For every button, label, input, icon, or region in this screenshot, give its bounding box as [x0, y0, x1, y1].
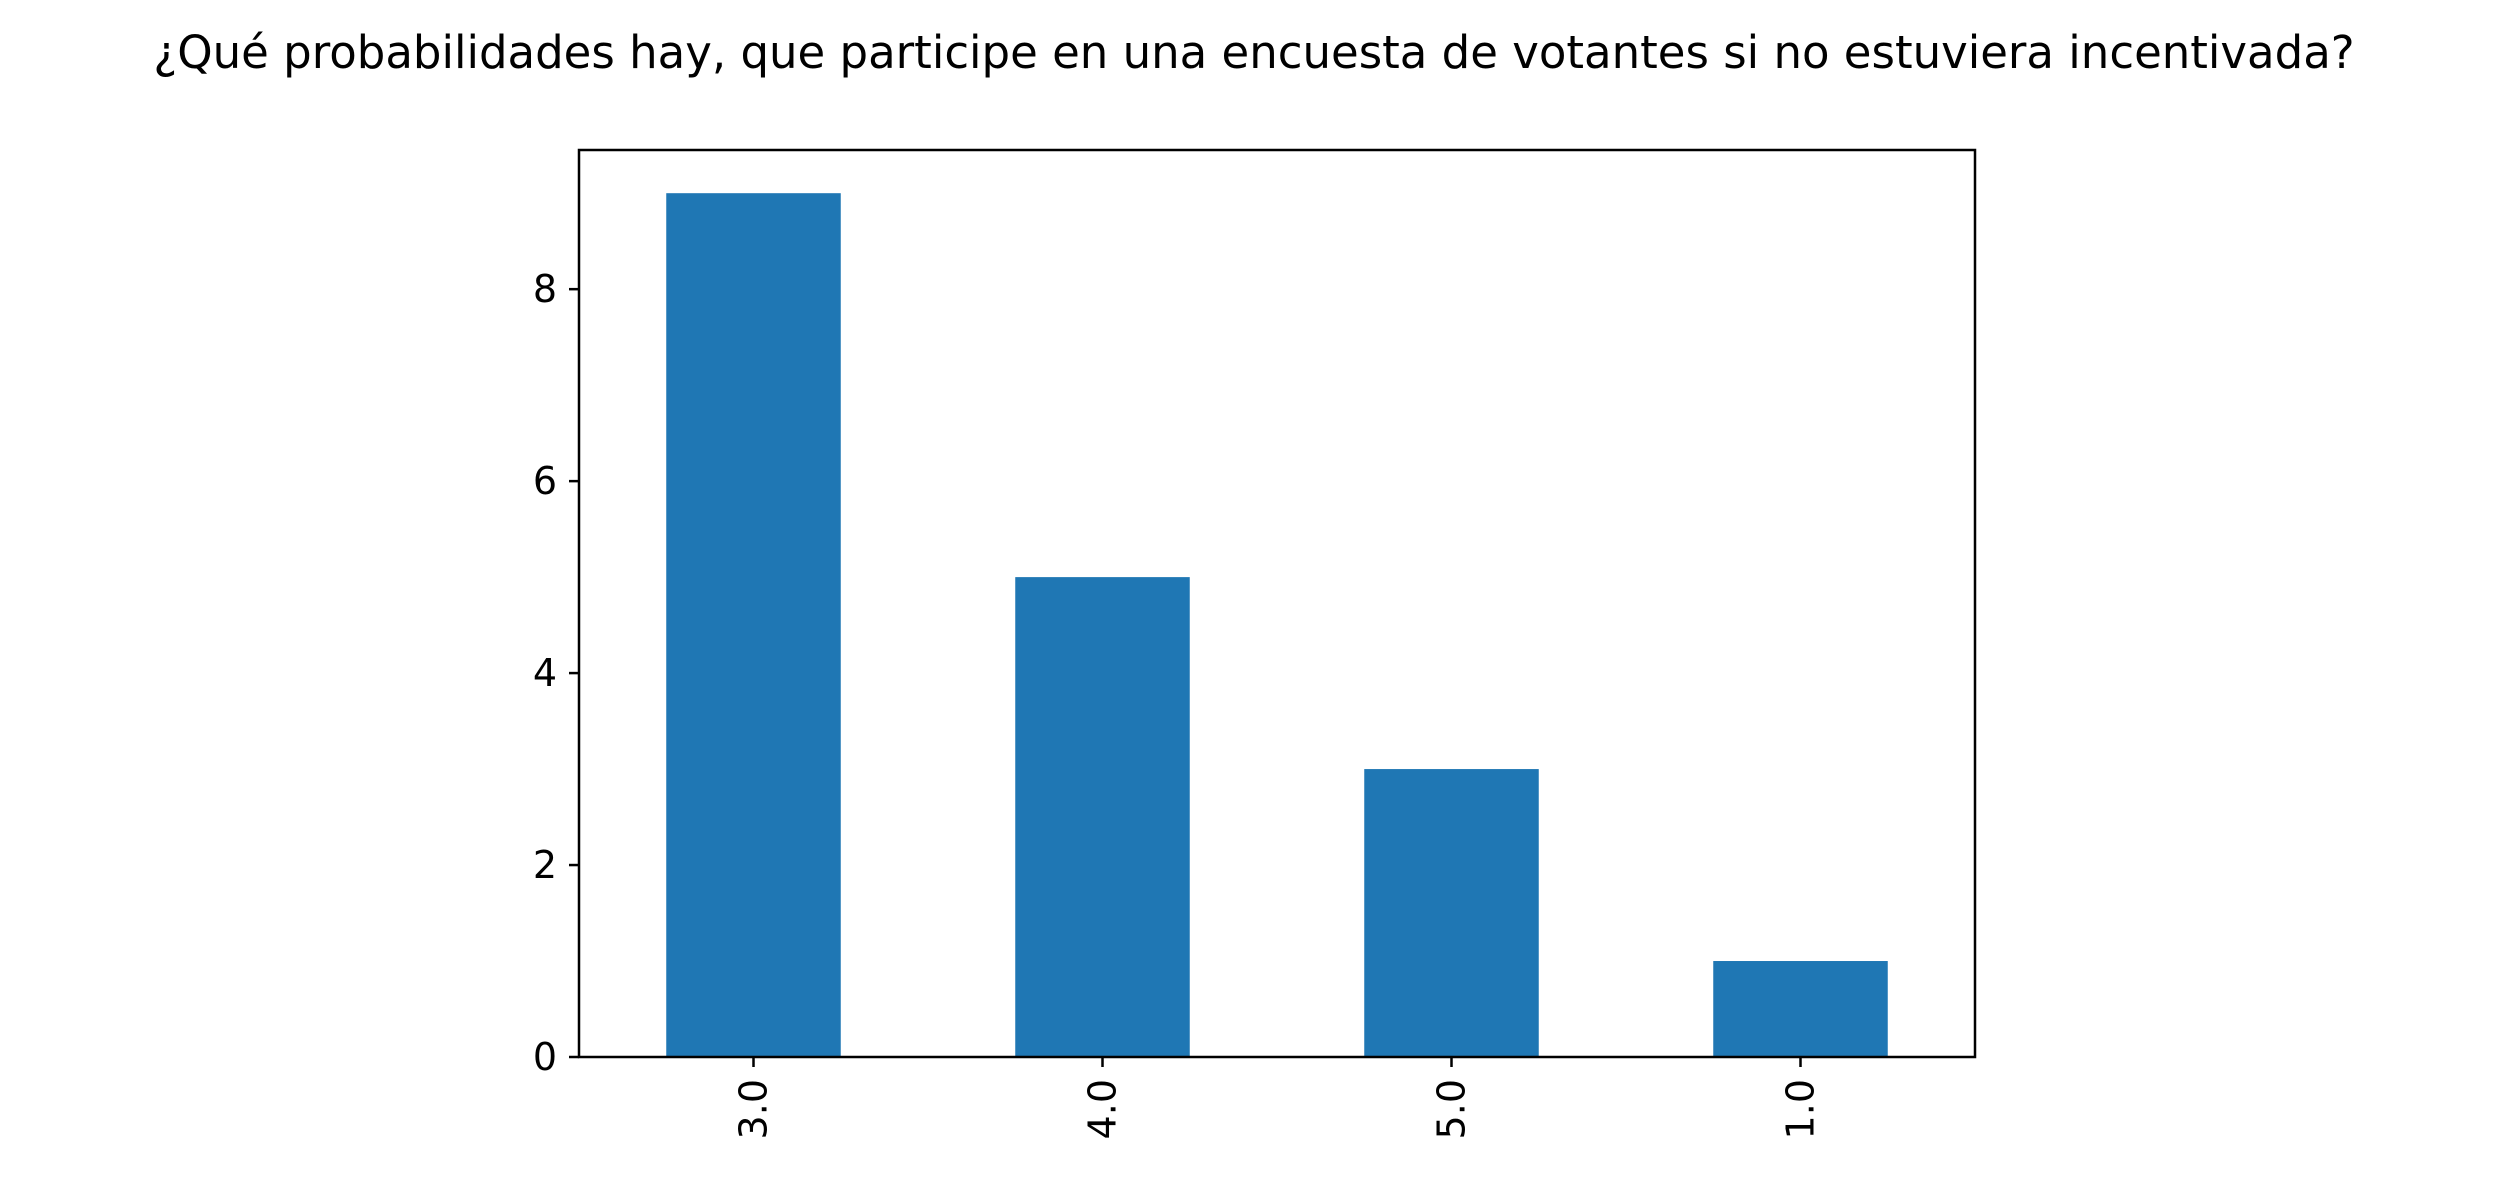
bar-5-0: [1364, 769, 1539, 1057]
y-axis: 0 2 4 6 8: [533, 267, 579, 1079]
y-tick-label: 0: [533, 1035, 557, 1079]
x-tick-label: 3.0: [732, 1079, 776, 1139]
y-tick-label: 6: [533, 459, 557, 503]
x-tick-label: 5.0: [1430, 1079, 1474, 1139]
x-axis: 3.0 4.0 5.0 1.0: [732, 1057, 1823, 1139]
bars-layer: [666, 193, 1888, 1057]
chart-title: ¿Qué probabilidades hay, que participe e…: [153, 26, 2354, 79]
y-tick-label: 4: [533, 651, 557, 695]
x-tick-label: 4.0: [1081, 1079, 1125, 1139]
bar-3-0: [666, 193, 841, 1057]
x-tick-label: 1.0: [1779, 1079, 1823, 1139]
bar-1-0: [1713, 961, 1888, 1057]
y-tick-label: 2: [533, 843, 557, 887]
y-tick-label: 8: [533, 267, 557, 311]
plot-frame: [577, 148, 1977, 1059]
bar-4-0: [1015, 577, 1190, 1057]
